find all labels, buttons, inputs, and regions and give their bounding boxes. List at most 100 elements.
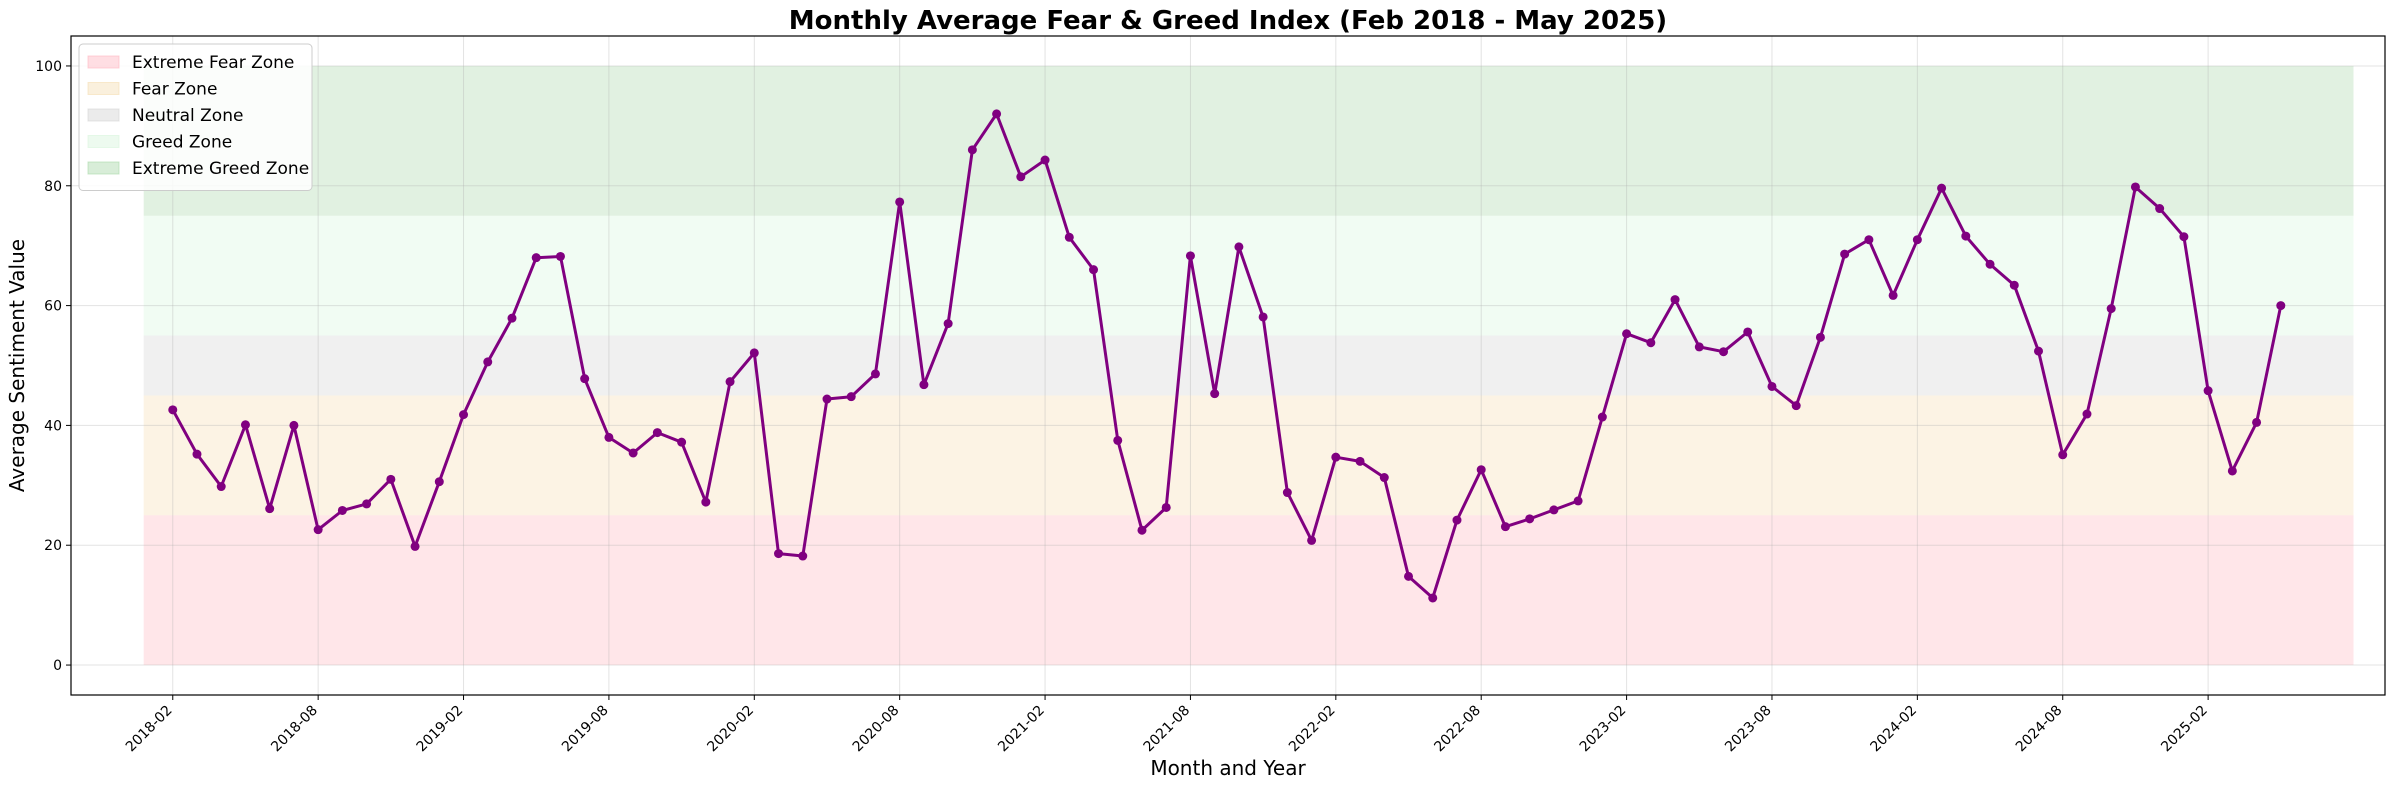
data-point-2018-07 <box>289 420 299 430</box>
zone-band-1 <box>143 395 2354 516</box>
data-point-2020-10 <box>943 319 953 329</box>
legend-label-0: Extreme Fear Zone <box>132 53 294 73</box>
data-point-2020-04 <box>798 551 808 561</box>
data-point-2022-09 <box>1500 522 1510 532</box>
data-point-2019-02 <box>459 410 469 420</box>
legend: Extreme Fear Zone Fear Zone Neutral Zone Gr… <box>78 43 313 191</box>
data-point-2024-10 <box>2106 304 2116 314</box>
x-tick-label-12: 2024-02 <box>1868 703 1921 756</box>
data-point-2021-08 <box>1185 251 1195 261</box>
data-point-2018-11 <box>386 474 396 484</box>
data-point-2022-08 <box>1476 465 1486 475</box>
x-tick-label-6: 2021-02 <box>995 703 1048 756</box>
x-axis-title: Month and Year <box>1150 756 1306 780</box>
data-point-2021-12 <box>1282 488 1292 498</box>
data-point-2025-04 <box>2252 417 2262 427</box>
data-point-2021-10 <box>1234 242 1244 252</box>
data-point-2023-01 <box>1597 412 1607 422</box>
legend-label-1: Fear Zone <box>132 80 217 100</box>
x-tick-label-8: 2022-02 <box>1286 703 1339 756</box>
data-point-2020-01 <box>725 377 735 387</box>
data-point-2024-06 <box>2009 280 2019 290</box>
data-point-2023-12 <box>1864 235 1874 245</box>
x-tick-label-2: 2019-02 <box>414 703 467 756</box>
data-point-2024-08 <box>2058 450 2068 460</box>
data-point-2018-02 <box>168 405 178 415</box>
x-tick-label-0: 2018-02 <box>123 703 176 756</box>
data-point-2024-05 <box>1985 259 1995 269</box>
data-point-2023-10 <box>1815 332 1825 342</box>
x-tick-label-11: 2023-08 <box>1722 703 1775 756</box>
data-point-2019-04 <box>507 313 517 323</box>
data-point-2024-11 <box>2130 182 2140 192</box>
legend-label-2: Neutral Zone <box>132 106 243 126</box>
data-point-2023-11 <box>1840 249 1850 259</box>
x-tick-label-7: 2021-08 <box>1141 703 1194 756</box>
data-point-2023-08 <box>1767 381 1777 391</box>
data-point-2023-09 <box>1791 401 1801 411</box>
y-tick-label-2: 40 <box>44 418 62 434</box>
data-point-2019-08 <box>604 432 614 442</box>
data-point-2022-01 <box>1307 535 1317 545</box>
data-point-2022-04 <box>1379 473 1389 483</box>
data-point-2023-07 <box>1743 327 1753 337</box>
data-point-2021-06 <box>1137 525 1147 535</box>
zone-band-2 <box>143 335 2354 396</box>
data-point-2019-06 <box>555 251 565 261</box>
legend-swatch-1 <box>87 82 120 95</box>
data-point-2019-11 <box>677 437 687 447</box>
data-point-2024-01 <box>1888 290 1898 300</box>
data-point-2018-10 <box>362 499 372 509</box>
x-tick-label-13: 2024-08 <box>2013 703 2066 756</box>
data-point-2018-12 <box>410 541 420 551</box>
data-point-2023-03 <box>1646 338 1656 348</box>
data-point-2022-05 <box>1404 571 1414 581</box>
data-point-2024-03 <box>1937 183 1947 193</box>
series-line <box>171 112 2283 600</box>
legend-swatch-0 <box>87 55 120 69</box>
y-tick-label-0: 0 <box>53 658 62 674</box>
x-tick-label-4: 2020-02 <box>704 703 757 756</box>
data-point-2021-02 <box>1040 155 1050 165</box>
y-tick-label-5: 100 <box>35 59 62 75</box>
data-point-2024-09 <box>2082 409 2092 419</box>
plot-area-frame <box>70 35 2386 696</box>
data-point-2019-10 <box>652 428 662 438</box>
data-point-2024-02 <box>1912 235 1922 245</box>
data-point-2025-05 <box>2276 301 2286 311</box>
data-point-2022-03 <box>1355 456 1365 466</box>
series-sentiment-line <box>171 112 2283 600</box>
data-point-2018-09 <box>337 505 347 515</box>
y-tick-label-4: 80 <box>44 179 62 195</box>
data-point-2022-11 <box>1549 505 1559 515</box>
data-point-2018-06 <box>265 504 275 514</box>
data-point-2018-08 <box>313 525 323 535</box>
data-point-2020-03 <box>774 549 784 559</box>
data-point-2023-05 <box>1694 342 1704 352</box>
data-point-2021-11 <box>1258 312 1268 322</box>
data-point-2020-09 <box>919 380 929 390</box>
legend-swatch-4 <box>87 161 120 175</box>
data-point-2023-04 <box>1670 295 1680 305</box>
data-points <box>168 109 2286 603</box>
data-point-2023-06 <box>1719 347 1729 357</box>
legend-label-4: Extreme Greed Zone <box>132 159 309 179</box>
data-point-2021-03 <box>1064 232 1074 242</box>
chart-title: Monthly Average Fear & Greed Index (Feb … <box>789 6 1667 36</box>
y-tick-label-1: 20 <box>44 538 62 554</box>
data-point-2021-05 <box>1113 435 1123 445</box>
data-point-2021-09 <box>1210 389 1220 399</box>
zone-band-4 <box>143 65 2354 216</box>
data-point-2018-05 <box>240 420 250 430</box>
data-point-2020-12 <box>992 109 1002 119</box>
data-point-2021-01 <box>1016 172 1026 182</box>
data-point-2025-03 <box>2227 466 2237 476</box>
data-point-2020-07 <box>870 369 880 379</box>
data-point-2018-04 <box>216 482 226 492</box>
data-point-2019-01 <box>434 477 444 487</box>
data-point-2020-06 <box>846 392 856 402</box>
x-tick-label-10: 2023-02 <box>1577 703 1630 756</box>
sentiment-zones <box>143 65 2354 666</box>
data-point-2024-07 <box>2034 346 2044 356</box>
